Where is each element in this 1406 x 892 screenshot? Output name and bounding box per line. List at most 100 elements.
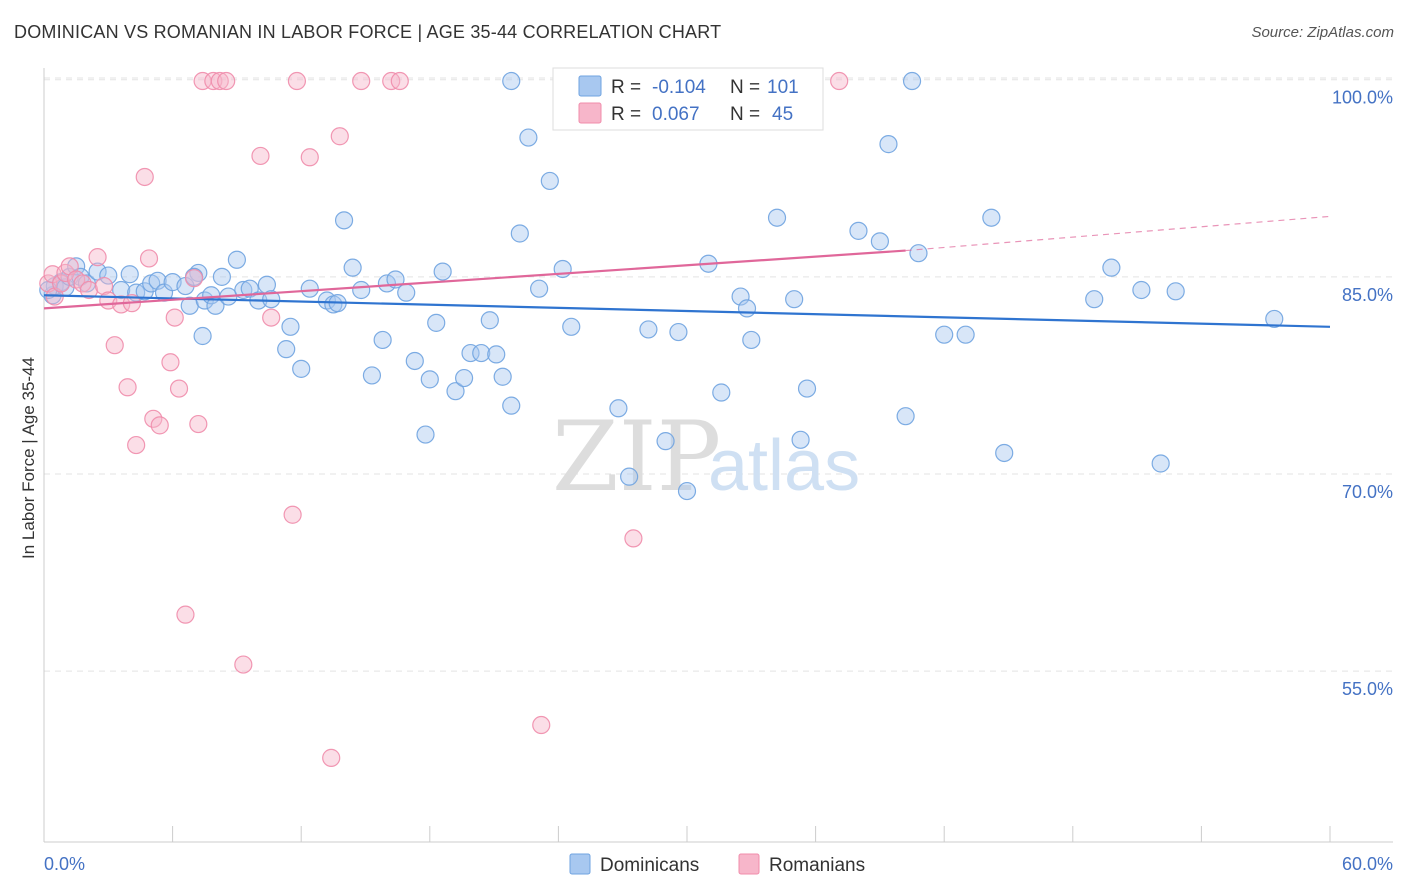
point-dominicans-11 [120, 265, 139, 284]
x-tick-label-max: 60.0% [1342, 854, 1393, 874]
point-dominicans-93 [1132, 280, 1151, 300]
legend-label-romanians: Romanians [769, 855, 865, 876]
point-dominicans-43 [352, 280, 371, 300]
point-dominicans-67 [609, 399, 628, 418]
point-romanians-32 [251, 146, 270, 166]
point-dominicans-83 [870, 232, 890, 251]
point-romanians-35 [287, 71, 307, 91]
point-dominicans-59 [487, 345, 506, 364]
point-dominicans-62 [510, 224, 529, 243]
point-dominicans-22 [193, 326, 212, 346]
point-dominicans-34 [277, 340, 296, 359]
point-dominicans-63 [530, 279, 549, 298]
point-dominicans-15 [148, 271, 167, 290]
point-romanians-31 [234, 655, 253, 674]
point-dominicans-9 [99, 266, 118, 285]
legend-label-dominicans: Dominicans [600, 855, 699, 876]
point-dominicans-42 [343, 258, 362, 277]
point-romanians-25 [184, 269, 204, 288]
point-dominicans-49 [405, 351, 424, 371]
point-dominicans-46 [377, 274, 397, 293]
point-dominicans-57 [472, 343, 491, 363]
point-dominicans-50 [416, 425, 435, 444]
point-dominicans-89 [982, 208, 1001, 227]
point-dominicans-48 [397, 283, 416, 302]
point-dominicans-71 [669, 322, 688, 342]
point-dominicans-37 [300, 279, 319, 298]
point-romanians-23 [169, 379, 189, 398]
y-axis-label: In Labor Force | Age 35-44 [19, 357, 38, 559]
point-dominicans-5 [67, 257, 86, 276]
point-dominicans-51 [420, 370, 439, 389]
point-romanians-37 [322, 748, 341, 767]
point-romanians-7 [73, 274, 92, 293]
point-dominicans-87 [935, 325, 954, 344]
point-romanians-9 [88, 248, 107, 267]
point-dominicans-97 [502, 71, 521, 91]
point-dominicans-58 [480, 311, 499, 330]
point-dominicans-81 [797, 379, 817, 398]
trend-line-ext-romanians [905, 215, 1331, 252]
point-dominicans-35 [281, 317, 300, 336]
point-dominicans-76 [737, 299, 757, 318]
trend-line-romanians [43, 249, 906, 310]
point-dominicans-53 [433, 262, 452, 281]
point-dominicans-99 [902, 71, 922, 91]
legend-swatch-dominicans [569, 853, 591, 875]
point-dominicans-36 [292, 359, 311, 378]
stats-r-label-0: R = [611, 77, 641, 98]
y-tick-label-1: 85.0% [1342, 285, 1393, 305]
point-dominicans-84 [879, 135, 898, 154]
stats-n-value-0: 101 [767, 77, 799, 98]
point-dominicans-55 [454, 368, 474, 388]
trend-line-dominicans [43, 294, 1331, 328]
watermark-zip: ZIP [552, 401, 721, 513]
point-dominicans-98 [519, 128, 538, 147]
point-romanians-3 [52, 274, 71, 293]
point-dominicans-75 [731, 287, 750, 306]
point-dominicans-60 [493, 367, 512, 386]
point-romanians-12 [105, 336, 124, 355]
point-dominicans-64 [540, 171, 559, 191]
point-dominicans-41 [334, 211, 354, 230]
stats-r-value-1: 0.067 [652, 104, 700, 125]
point-dominicans-86 [909, 244, 928, 263]
point-romanians-17 [135, 167, 154, 187]
point-dominicans-96 [1265, 309, 1284, 329]
point-dominicans-10 [112, 280, 131, 300]
point-dominicans-70 [656, 432, 675, 451]
bottom-legend: Dominicans Romanians [569, 853, 865, 876]
point-dominicans-77 [742, 330, 761, 350]
point-dominicans-79 [785, 290, 804, 309]
point-dominicans-72 [677, 481, 697, 501]
point-romanians-36 [300, 148, 319, 167]
point-romanians-42 [532, 715, 551, 735]
point-romanians-33 [262, 308, 281, 327]
point-romanians-24 [176, 605, 195, 624]
point-dominicans-52 [427, 313, 446, 332]
data-points [39, 71, 1284, 767]
point-dominicans-88 [956, 325, 975, 344]
point-romanians-34 [283, 505, 302, 524]
x-tick-label-min: 0.0% [44, 854, 85, 874]
point-dominicans-95 [1166, 282, 1185, 301]
stats-legend: R = -0.104 N = 101 R = 0.067 N = 45 [552, 67, 824, 131]
stats-r-value-0: -0.104 [652, 77, 706, 98]
point-dominicans-54 [446, 382, 465, 401]
point-romanians-26 [189, 414, 208, 434]
stats-legend-swatch-romanians [578, 102, 602, 124]
y-tick-label-0: 100.0% [1332, 88, 1393, 108]
point-dominicans-56 [461, 343, 480, 363]
watermark: ZIP atlas [552, 401, 860, 513]
point-dominicans-80 [791, 430, 810, 449]
stats-r-label-1: R = [611, 104, 641, 125]
point-romanians-28 [204, 71, 223, 91]
point-dominicans-66 [562, 317, 581, 336]
stats-n-label-0: N = [730, 77, 760, 98]
point-romanians-29 [210, 71, 229, 91]
axes [43, 68, 1393, 843]
point-romanians-38 [330, 127, 349, 146]
point-dominicans-68 [620, 467, 639, 486]
point-dominicans-74 [712, 383, 731, 402]
